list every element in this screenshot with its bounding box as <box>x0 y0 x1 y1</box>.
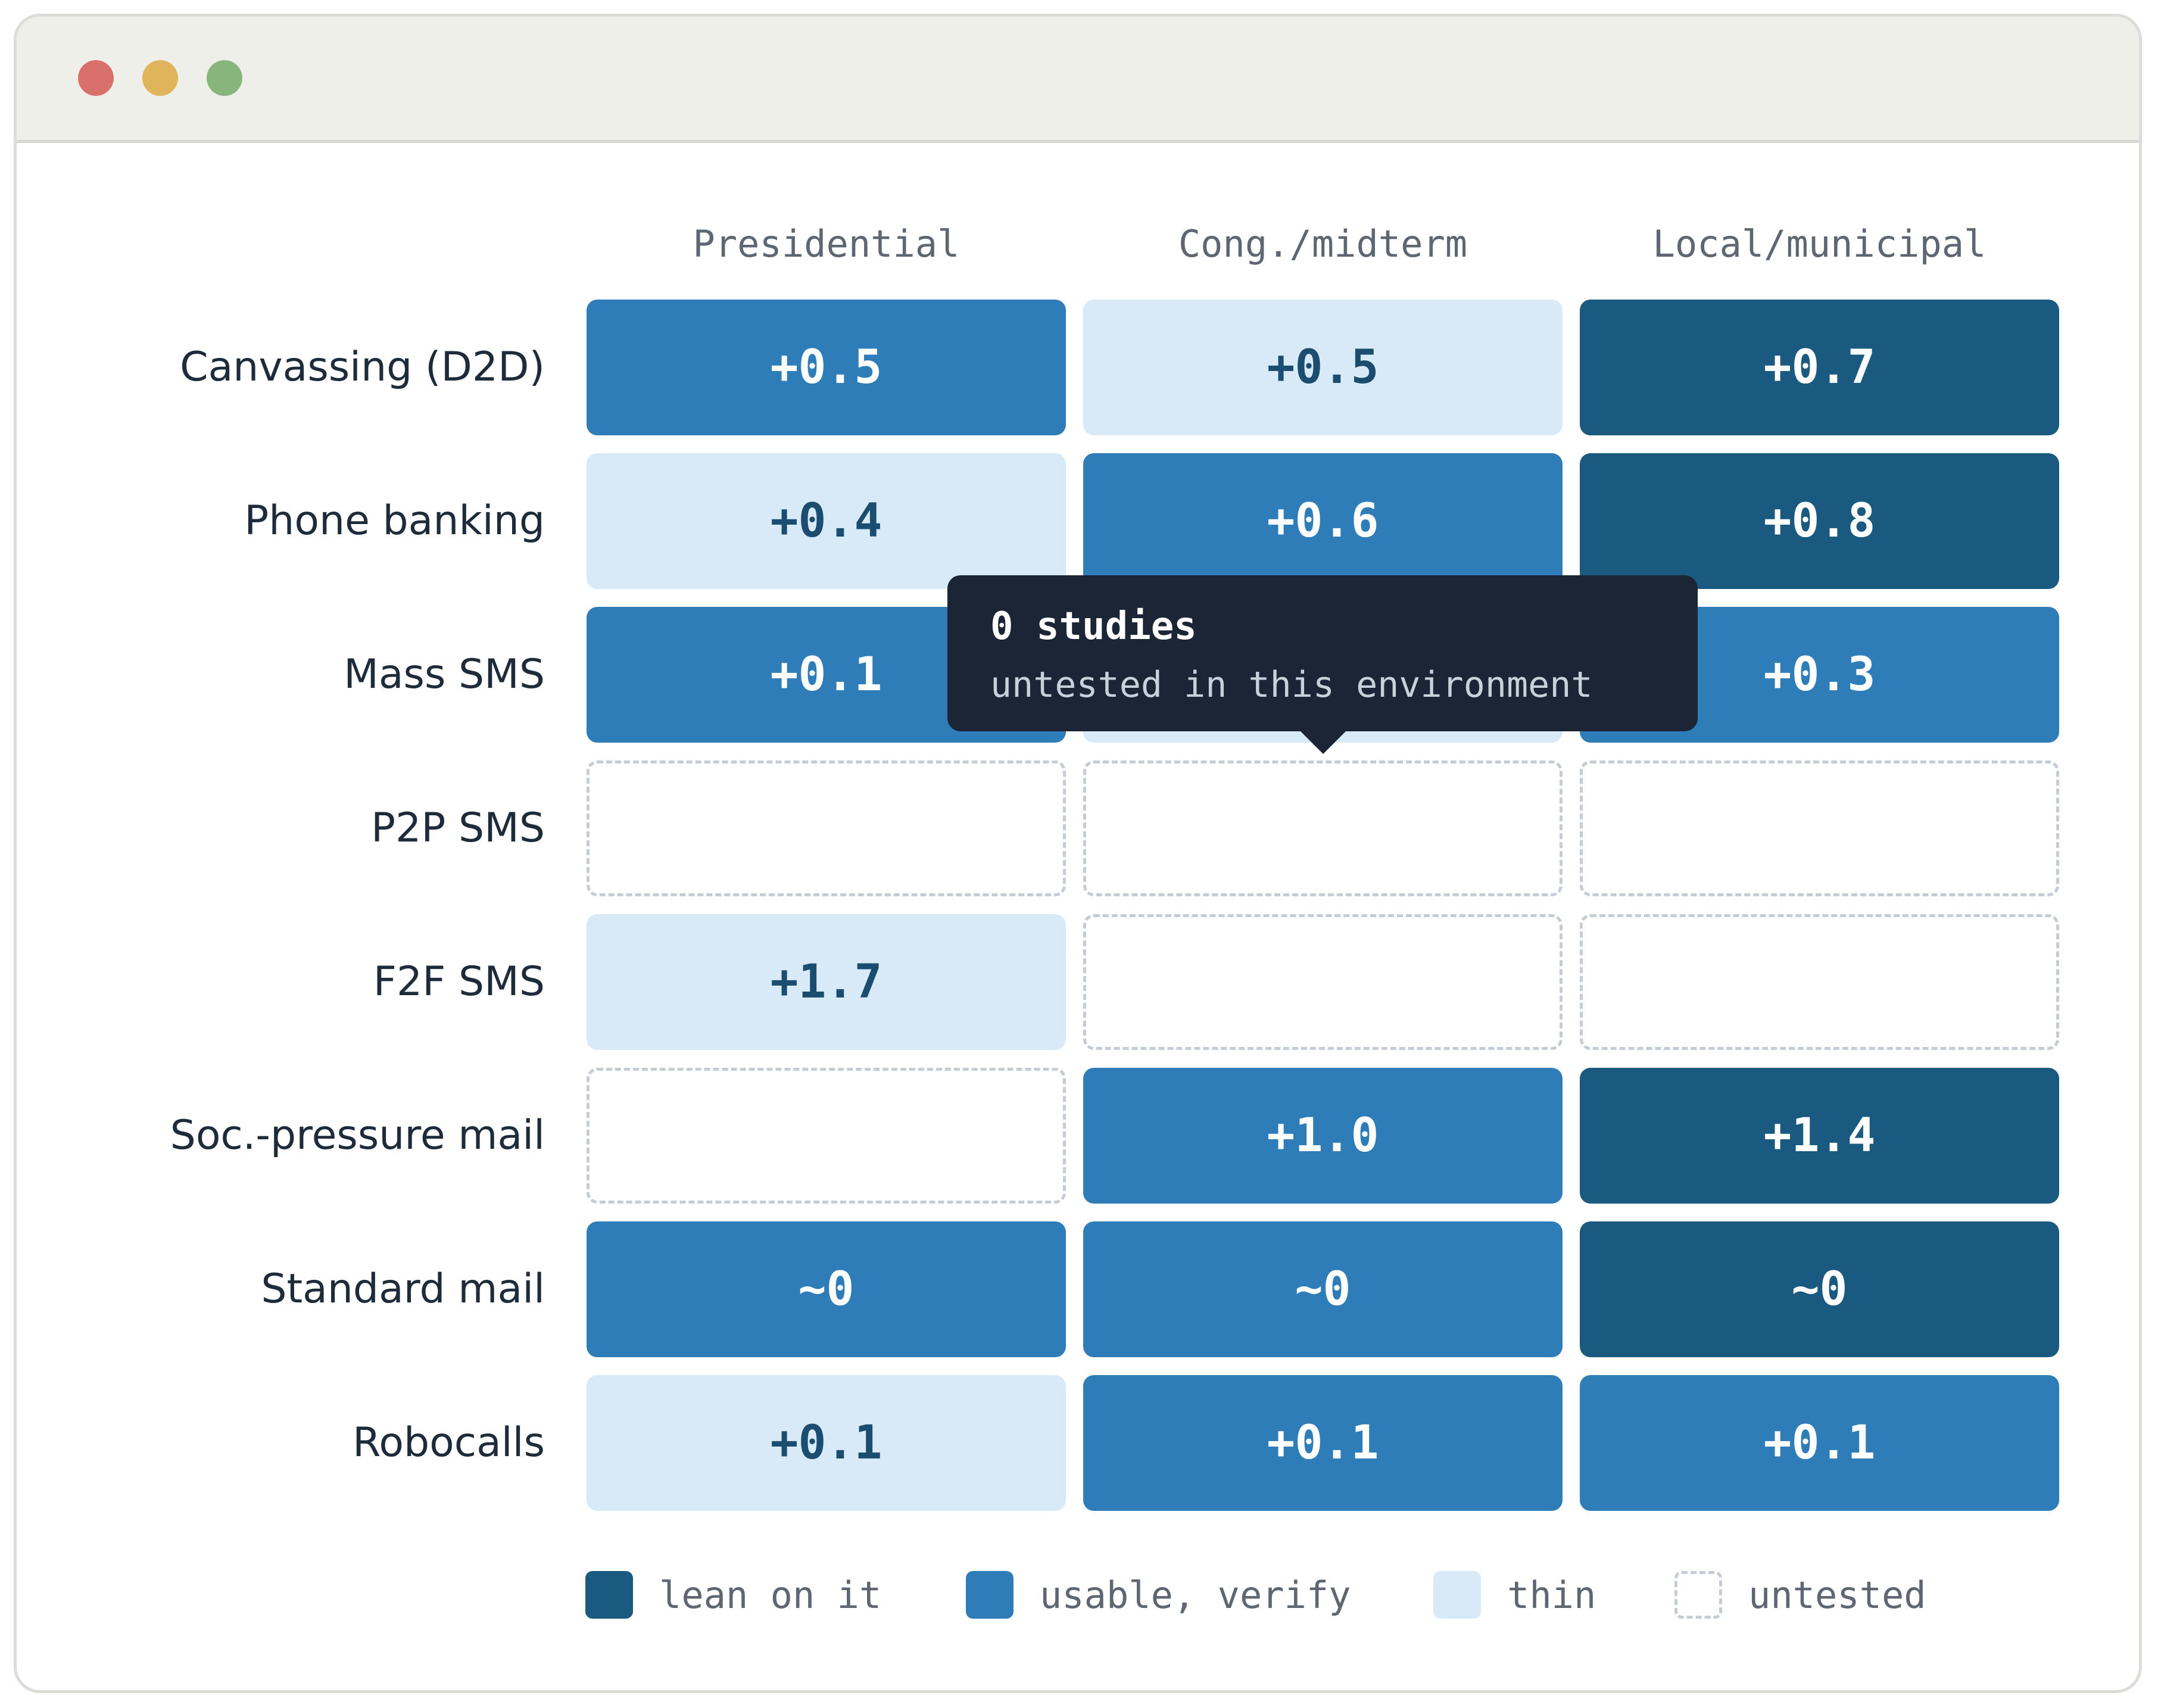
heatmap-cell[interactable] <box>1083 914 1563 1050</box>
cell-value: +0.5 <box>770 341 882 394</box>
column-header: Local/municipal <box>1652 222 1987 266</box>
heatmap-cell[interactable]: +1.0 <box>1083 1068 1563 1204</box>
heatmap-cell[interactable] <box>1580 914 2059 1050</box>
legend-swatch <box>966 1571 1013 1619</box>
heatmap-cell[interactable]: +0.6 <box>1083 453 1563 589</box>
heatmap-cell[interactable]: +1.4 <box>1580 1068 2059 1204</box>
maximize-window-button[interactable] <box>207 60 242 96</box>
cell-value: +0.1 <box>1267 1416 1379 1470</box>
cell-value: +1.4 <box>1763 1109 1876 1162</box>
legend-swatch <box>585 1571 633 1619</box>
row-label: Soc.-pressure mail <box>170 1112 545 1159</box>
tooltip-title: 0 studies <box>990 604 1197 649</box>
cell-tooltip: 0 studies untested in this environment <box>947 575 1698 754</box>
heatmap-cell[interactable]: +0.1 <box>1580 1375 2059 1511</box>
minimize-window-button[interactable] <box>142 60 178 96</box>
row-label: F2F SMS <box>373 958 545 1005</box>
cell-value: +0.1 <box>770 648 882 702</box>
cell-value: +0.1 <box>770 1416 882 1470</box>
column-header: Presidential <box>693 222 960 266</box>
legend-item: untested <box>1674 1570 1926 1620</box>
heatmap-cell[interactable]: ~0 <box>1083 1221 1563 1357</box>
heatmap-cell[interactable]: +0.7 <box>1580 300 2059 435</box>
legend-label: usable, verify <box>1040 1573 1351 1617</box>
cell-value: +0.7 <box>1763 341 1876 394</box>
legend-label: lean on it <box>659 1573 882 1617</box>
heatmap-cell[interactable]: +0.5 <box>1083 300 1563 435</box>
cell-value: ~0 <box>1295 1263 1351 1316</box>
legend-label: untested <box>1748 1573 1926 1617</box>
legend-swatch <box>1433 1571 1481 1619</box>
cell-value: +1.0 <box>1267 1109 1379 1162</box>
title-bar <box>17 17 2139 143</box>
legend-item: thin <box>1433 1570 1596 1620</box>
tooltip-subtitle: untested in this environment <box>990 664 1593 706</box>
legend-item: usable, verify <box>966 1570 1351 1620</box>
cell-value: ~0 <box>1791 1263 1848 1316</box>
row-label: Robocalls <box>353 1419 545 1466</box>
row-label: P2P SMS <box>371 805 545 852</box>
legend-item: lean on it <box>585 1570 881 1620</box>
heatmap-cell[interactable] <box>1083 761 1563 896</box>
row-label: Mass SMS <box>344 651 545 698</box>
cell-value: ~0 <box>798 1263 855 1316</box>
heatmap-cell[interactable] <box>1580 761 2059 896</box>
close-window-button[interactable] <box>78 60 114 96</box>
heatmap-cell[interactable]: ~0 <box>587 1221 1066 1357</box>
column-header: Cong./midterm <box>1178 222 1468 266</box>
heatmap-cell[interactable] <box>587 761 1066 896</box>
cell-value: +0.5 <box>1267 341 1379 394</box>
row-label: Standard mail <box>261 1266 545 1313</box>
cell-value: +1.7 <box>770 955 882 1009</box>
cell-value: +0.1 <box>1763 1416 1876 1470</box>
cell-value: +0.4 <box>770 494 882 548</box>
heatmap-cell[interactable]: +0.4 <box>587 453 1066 589</box>
legend-label: thin <box>1507 1573 1596 1617</box>
cell-value: +0.6 <box>1267 494 1379 548</box>
legend-swatch <box>1674 1571 1722 1619</box>
row-label: Phone banking <box>244 497 545 544</box>
heatmap-cell[interactable] <box>587 1068 1066 1204</box>
heatmap-cell[interactable]: +0.8 <box>1580 453 2059 589</box>
heatmap-cell[interactable]: +1.7 <box>587 914 1066 1050</box>
row-label: Canvassing (D2D) <box>180 344 545 391</box>
cell-value: +0.8 <box>1763 494 1876 548</box>
heatmap-cell[interactable]: ~0 <box>1580 1221 2059 1357</box>
heatmap-cell[interactable]: +0.5 <box>587 300 1066 435</box>
cell-value: +0.3 <box>1763 648 1876 702</box>
tooltip-pointer <box>1299 730 1347 754</box>
heatmap-cell[interactable]: +0.1 <box>1083 1375 1563 1511</box>
heatmap-cell[interactable]: +0.1 <box>587 1375 1066 1511</box>
